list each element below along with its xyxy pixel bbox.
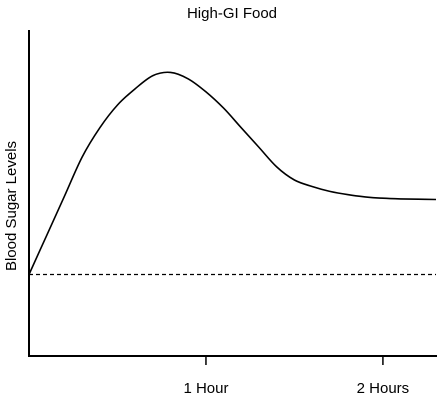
x-tick-label: 1 Hour	[183, 380, 228, 397]
x-tick-label: 2 Hours	[357, 380, 410, 397]
y-axis-label: Blood Sugar Levels	[3, 141, 20, 271]
blood-sugar-curve	[28, 71, 437, 275]
x-ticks: 1 Hour 2 Hours	[183, 356, 409, 397]
chart-title: High-GI Food	[187, 5, 277, 22]
